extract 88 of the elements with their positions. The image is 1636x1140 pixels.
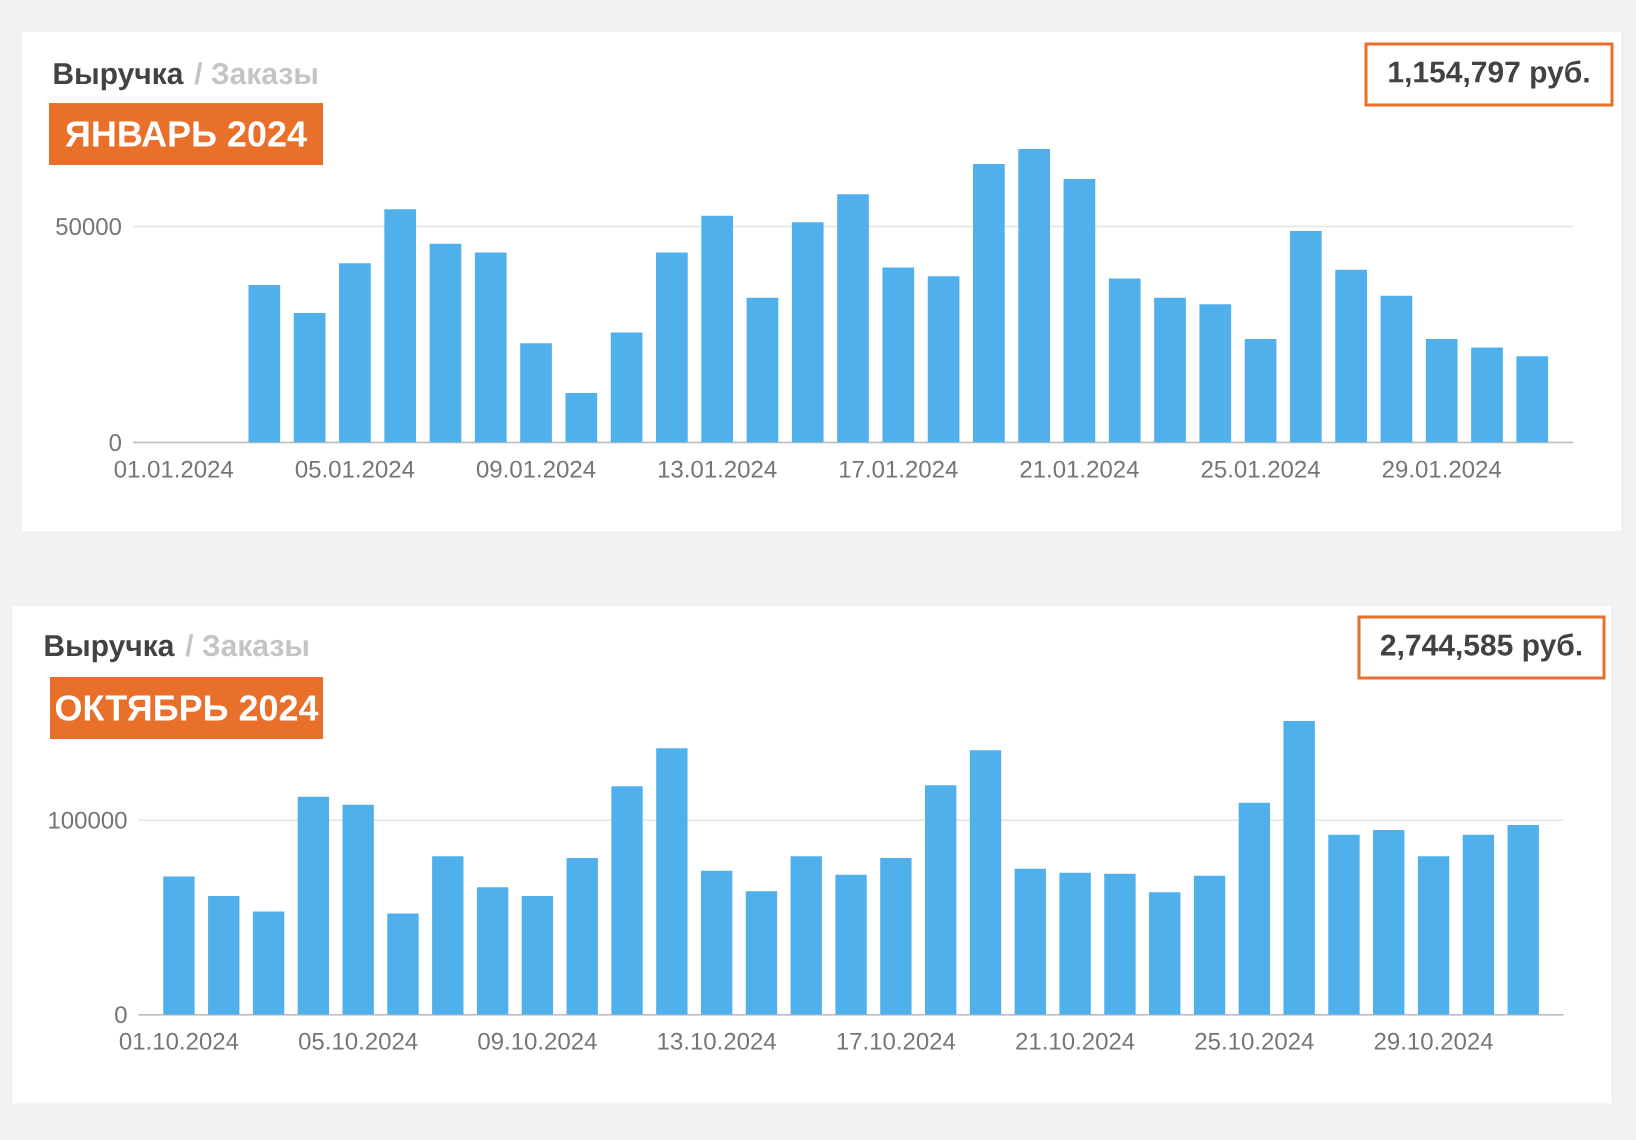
bar [1059,872,1091,1015]
bar [1283,721,1315,1015]
bar [790,856,822,1015]
bar [701,215,734,443]
bar [339,263,371,443]
bar [565,392,598,443]
bar [429,243,462,443]
bar [384,209,417,443]
bar [1380,295,1413,443]
bar [1063,179,1096,443]
y-tick-label: 0 [109,434,122,452]
bar [163,876,195,1015]
bar [927,276,960,443]
bar [746,297,779,443]
bar [1014,868,1046,1015]
x-tick-label: 17.10.2024 [837,1032,956,1050]
y-tick-label: 100000 [49,811,127,829]
bar [1238,802,1271,1015]
bar [520,343,552,443]
chart-subtitle: ЯНВАРЬ 2024 [65,121,307,147]
bar [1199,304,1232,443]
x-tick-label: 01.01.2024 [114,460,234,478]
x-tick-label: 13.01.2024 [658,460,777,478]
x-tick-label: 29.01.2024 [1382,460,1502,478]
chart-subtitle: ОКТЯБРЬ 2024 [55,695,319,721]
bar [1373,829,1405,1015]
bar [1108,278,1141,443]
x-tick-label: 13.10.2024 [658,1032,776,1050]
bar [1104,873,1136,1015]
bar [1516,356,1549,443]
x-tick-label: 21.01.2024 [1020,460,1139,478]
bar [476,887,509,1015]
bar [566,858,598,1015]
bar [925,785,957,1015]
bar [342,804,374,1015]
bar [791,222,824,443]
bar [745,891,778,1015]
bar [474,252,507,443]
bar [387,913,419,1015]
bar [1193,875,1226,1015]
bar [700,870,733,1015]
bar [973,163,1005,443]
bar [1417,856,1450,1015]
bar [835,874,867,1015]
bar [1507,825,1539,1015]
bar [293,312,326,443]
bar [610,332,643,443]
bar [297,796,330,1015]
x-tick-label: 09.10.2024 [478,1032,597,1050]
chart-title: Выручка [54,63,184,91]
x-tick-label: 29.10.2024 [1374,1032,1493,1050]
bar [1335,269,1367,443]
bar [1154,297,1186,443]
x-tick-label: 17.01.2024 [840,460,958,478]
bar [882,267,915,443]
x-tick-label: 05.10.2024 [299,1032,418,1050]
y-tick-label: 0 [115,1006,127,1024]
text: / Заказы [185,634,308,657]
bar [969,750,1002,1015]
bar [880,858,912,1015]
bar [1471,347,1503,443]
bar [432,856,464,1015]
bar [252,911,285,1015]
bar [1290,230,1322,443]
x-tick-label: 09.01.2024 [476,460,596,478]
x-tick-label: 05.01.2024 [295,460,415,478]
text: / Заказы [194,62,317,85]
bar [1328,834,1360,1015]
bar [656,748,688,1015]
bar [1425,338,1458,443]
x-tick-label: 01.10.2024 [119,1032,239,1050]
y-tick-label: 50000 [56,218,121,236]
x-tick-label: 21.10.2024 [1016,1032,1135,1050]
bar [1244,338,1277,443]
bar [1462,834,1495,1015]
bar [611,786,643,1015]
bar [837,194,869,443]
bar [1149,892,1181,1015]
x-tick-label: 25.10.2024 [1195,1032,1314,1050]
bar [248,284,281,443]
bar [1018,148,1050,443]
x-tick-label: 25.01.2024 [1201,460,1320,478]
chart-title: Выручка [45,635,175,663]
bar [208,896,240,1015]
text: 1,154,797 руб. [1389,60,1589,89]
bar [521,896,554,1015]
text: 2,744,585 руб. [1380,633,1582,662]
bar [656,252,688,443]
